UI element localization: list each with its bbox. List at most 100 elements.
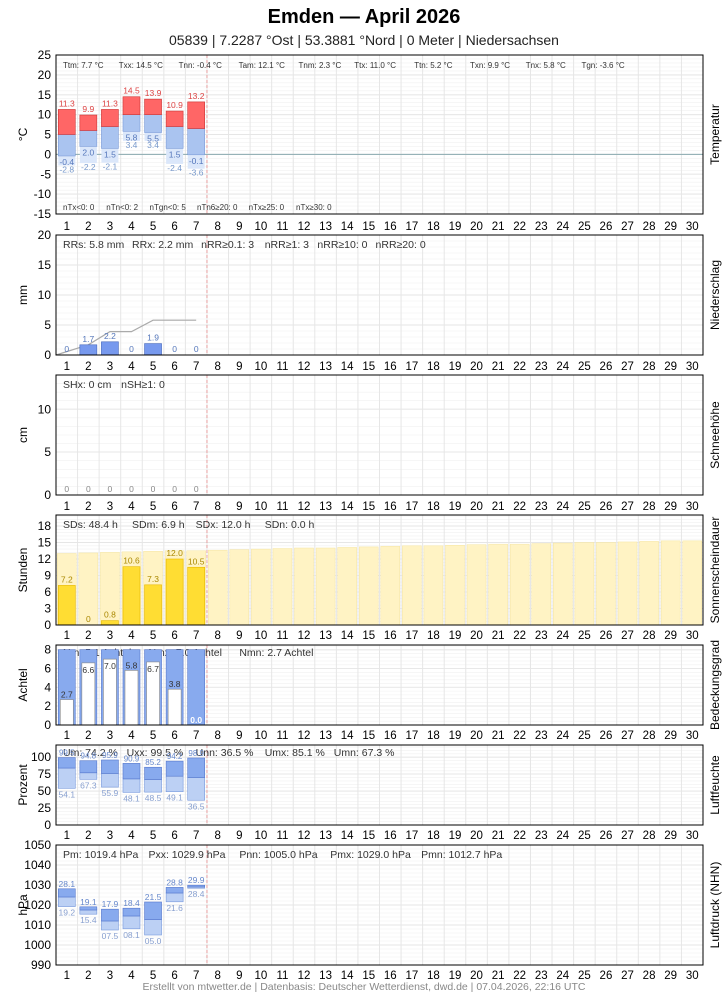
x-tick-label-schneehoehe: 2 <box>85 501 91 513</box>
y-tick-label-sonnenscheindauer: 3 <box>44 602 51 616</box>
x-tick-label-schneehoehe: 27 <box>621 501 634 513</box>
footer-credit: Erstellt von mtwetter.de | Datenbasis: D… <box>142 981 586 993</box>
x-tick-label-schneehoehe: 7 <box>193 501 199 513</box>
x-tick-label-luftdruck: 23 <box>535 970 548 982</box>
x-tick-label-bedeckungsgrad: 10 <box>254 730 267 742</box>
x-tick-label-bedeckungsgrad: 14 <box>341 730 354 742</box>
x-tick-label-luftfeuchte: 28 <box>643 830 656 842</box>
x-tick-label-sonnenscheindauer: 24 <box>556 630 569 642</box>
stat-temperatur-count: nTn6≥20: 0 <box>197 203 238 212</box>
tmax-bar <box>187 101 205 129</box>
x-tick-label-niederschlag: 29 <box>664 361 677 373</box>
tground-label: -3.6 <box>189 168 204 178</box>
x-tick-label-sonnenscheindauer: 25 <box>578 630 591 642</box>
humidity-min-label: 55.9 <box>102 788 119 798</box>
y-axis-label-luftdruck: hPa <box>16 894 30 916</box>
possible-sunshine-bar <box>423 545 444 626</box>
x-tick-label-bedeckungsgrad: 9 <box>236 730 242 742</box>
x-tick-label-luftfeuchte: 21 <box>492 830 505 842</box>
x-tick-label-bedeckungsgrad: 19 <box>449 730 462 742</box>
cloud-cover-bar <box>124 670 139 726</box>
tmax-bar <box>122 96 141 115</box>
y-axis-label-sonnenscheindauer: Stunden <box>16 548 30 593</box>
x-tick-label-niederschlag: 30 <box>686 361 699 373</box>
possible-sunshine-bar <box>574 542 595 626</box>
pressure-min-bar <box>79 909 98 915</box>
sunshine-bar <box>144 584 162 626</box>
humidity-min-bar <box>101 773 119 788</box>
humidity-max-label: 99.5 <box>59 749 75 758</box>
x-tick-label-schneehoehe: 25 <box>578 501 591 513</box>
x-tick-label-bedeckungsgrad: 1 <box>64 730 70 742</box>
tmin-label: -0.4 <box>59 157 74 167</box>
stat-niederschlag: nRR≥0.1: 3 <box>201 239 254 251</box>
y-tick-label-temperatur: 25 <box>38 48 52 62</box>
stat-luftdruck: Pmn: 1012.7 hPa <box>421 849 502 861</box>
tmax-label: 11.3 <box>59 98 75 108</box>
x-tick-label-luftfeuchte: 3 <box>107 830 113 842</box>
x-tick-label-sonnenscheindauer: 3 <box>107 630 113 642</box>
x-tick-label-temperatur: 23 <box>535 221 548 233</box>
tmax-label: 13.2 <box>188 91 205 101</box>
stat-temperatur-count: nTx≥30: 0 <box>296 203 332 212</box>
stat-temperatur: Tam: 12.1 °C <box>239 61 286 70</box>
tmax-bar <box>101 109 119 127</box>
tground-label: -2.1 <box>103 162 118 172</box>
x-tick-label-bedeckungsgrad: 28 <box>643 730 656 742</box>
x-tick-label-schneehoehe: 10 <box>254 501 267 513</box>
x-tick-label-bedeckungsgrad: 26 <box>600 730 613 742</box>
x-tick-label-temperatur: 26 <box>600 221 613 233</box>
ground-temp-bar <box>166 148 184 164</box>
rain-label: 1.9 <box>147 333 159 343</box>
y-tick-label-temperatur: 20 <box>38 68 52 82</box>
x-tick-label-sonnenscheindauer: 11 <box>276 630 288 642</box>
tmin-bar <box>57 134 76 157</box>
x-tick-label-bedeckungsgrad: 11 <box>276 730 288 742</box>
x-tick-label-luftfeuchte: 4 <box>128 830 135 842</box>
x-tick-label-luftfeuchte: 25 <box>578 830 591 842</box>
x-tick-label-luftdruck: 25 <box>578 970 591 982</box>
humidity-min-bar <box>165 775 184 793</box>
stat-sonne: SDx: 12.0 h <box>196 519 251 531</box>
y-tick-label-temperatur: -5 <box>40 167 51 181</box>
station-info: 05839 | 7.2287 °Ost | 53.3881 °Nord | 0 … <box>169 32 559 48</box>
ground-temp-bar <box>144 132 162 141</box>
x-tick-label-luftfeuchte: 9 <box>236 830 242 842</box>
pressure-min-label: 05.0 <box>145 936 162 946</box>
panel-title-sonnenscheindauer: Sonnenscheindauer <box>708 517 722 624</box>
stat-niederschlag: nRR≥10: 0 <box>317 239 367 251</box>
x-tick-label-temperatur: 4 <box>128 221 135 233</box>
x-tick-label-sonnenscheindauer: 1 <box>64 630 70 642</box>
humidity-max-label: 95.9 <box>102 751 118 760</box>
stat-niederschlag: nRR≥20: 0 <box>376 239 426 251</box>
pressure-max-label: 28.1 <box>59 879 76 889</box>
x-tick-label-sonnenscheindauer: 16 <box>384 630 397 642</box>
possible-sunshine-bar <box>251 548 271 626</box>
y-tick-label-niederschlag: 15 <box>38 258 52 272</box>
x-tick-label-bedeckungsgrad: 25 <box>578 730 591 742</box>
x-tick-label-sonnenscheindauer: 4 <box>128 630 135 642</box>
cloud-label: 5.8 <box>126 660 138 670</box>
plot-frame-bedeckungsgrad <box>55 644 704 726</box>
x-tick-label-luftfeuchte: 24 <box>556 830 569 842</box>
pressure-max-bar <box>144 901 162 920</box>
x-tick-label-luftdruck: 9 <box>236 970 242 982</box>
x-tick-label-schneehoehe: 17 <box>405 501 418 513</box>
pressure-max-bar <box>165 887 184 894</box>
y-tick-label-schneehoehe: 10 <box>38 402 52 416</box>
x-tick-label-schneehoehe: 21 <box>492 501 505 513</box>
x-tick-label-bedeckungsgrad: 17 <box>405 730 418 742</box>
pressure-max-bar <box>101 908 119 922</box>
x-tick-label-niederschlag: 27 <box>621 361 634 373</box>
plot-frame-schneehoehe <box>55 374 704 496</box>
possible-sunshine-bar <box>208 549 228 626</box>
snow-label: 0 <box>129 484 134 494</box>
y-tick-label-luftdruck: 1030 <box>24 878 51 892</box>
x-tick-label-luftdruck: 19 <box>449 970 462 982</box>
stat-temperatur: Tnx: 5.8 °C <box>526 61 566 70</box>
panel-title-temperatur: Temperatur <box>708 104 722 165</box>
y-tick-label-luftdruck: 1020 <box>24 898 51 912</box>
cloud-label: 6.6 <box>82 665 94 675</box>
x-tick-label-luftdruck: 24 <box>556 970 569 982</box>
x-tick-label-schneehoehe: 4 <box>128 501 135 513</box>
